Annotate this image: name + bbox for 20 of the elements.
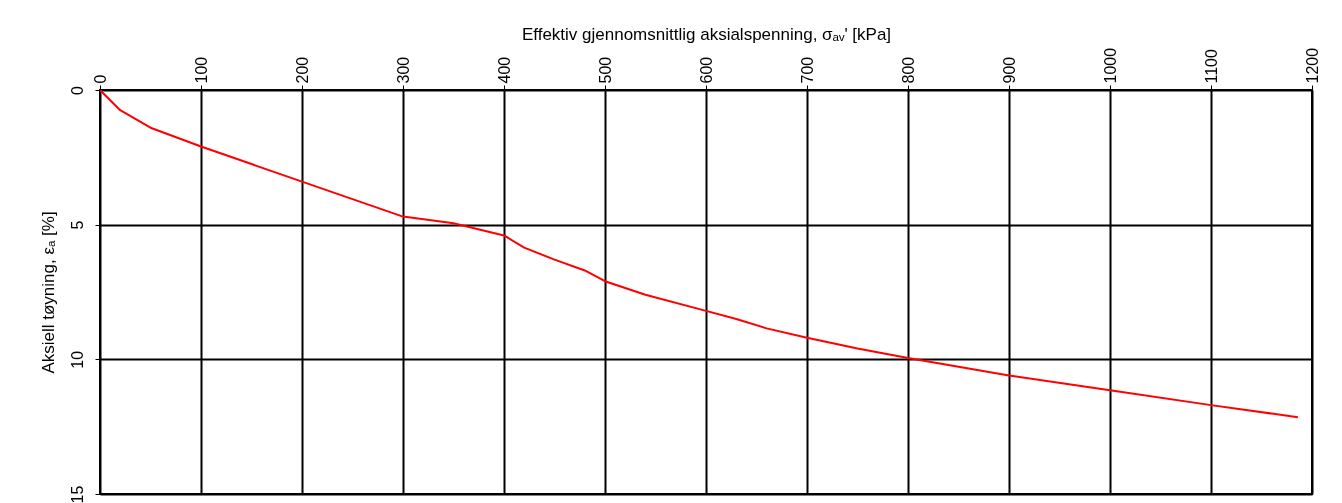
x-tick-label: 1000 (1101, 47, 1119, 84)
x-tick-label: 600 (697, 56, 715, 84)
x-tick-label: 0 (91, 74, 109, 84)
y-tick-label: 0 (68, 85, 86, 95)
x-tick-label: 700 (798, 56, 816, 84)
x-tick-label: 500 (596, 56, 614, 84)
x-tick-label: 800 (899, 56, 917, 84)
y-tick-label: 10 (68, 350, 86, 369)
x-tick-label: 1200 (1303, 47, 1321, 84)
x-tick-label: 1100 (1202, 48, 1220, 84)
x-tick-label: 400 (495, 56, 513, 84)
x-axis-title: Effektiv gjennomsnittlig aksialspenning, σₐᵥ' [kPa] (521, 24, 892, 44)
line-series (100, 90, 1299, 419)
x-tick-label: 200 (293, 56, 311, 84)
y-tick-label: 15 (68, 485, 86, 503)
y-tick-label: 5 (68, 220, 86, 230)
x-tick-label: 100 (192, 56, 210, 84)
y-axis-title: Aksiell tøyning, εₐ [%] (38, 211, 58, 374)
x-tick-label: 300 (394, 56, 412, 84)
x-tick-label: 900 (1000, 56, 1018, 84)
